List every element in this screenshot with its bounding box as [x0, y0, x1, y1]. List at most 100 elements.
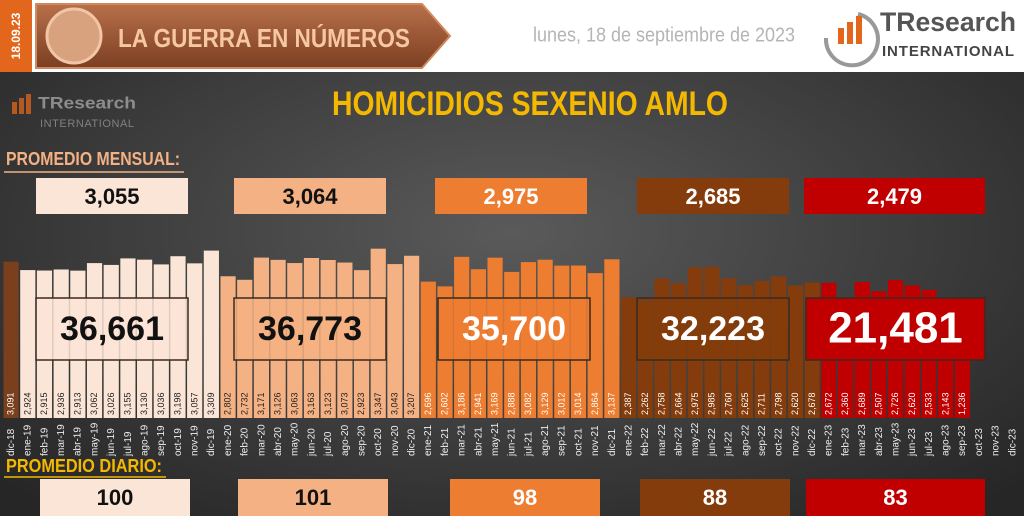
x-tick-label: ene-22 [623, 424, 634, 456]
x-tick-label: oct-23 [974, 428, 985, 456]
value-label: 3,309 [206, 392, 216, 415]
x-tick-label: mar-19 [56, 424, 67, 456]
monthly-average: 2,479 [867, 184, 922, 209]
monthly-average: 2,685 [685, 184, 740, 209]
x-tick-label: sep-20 [356, 425, 367, 456]
value-label: 3,082 [523, 392, 533, 415]
value-label: 2,602 [440, 392, 450, 415]
value-label: 3,026 [106, 392, 116, 415]
logo-bar [12, 102, 17, 114]
x-tick-label: ago-19 [139, 424, 150, 456]
monthly-average: 2,975 [483, 184, 538, 209]
total: 35,700 [462, 310, 566, 348]
daily-average: 88 [703, 485, 727, 510]
monthly-average: 3,055 [84, 184, 139, 209]
x-tick-label: jun-20 [306, 428, 317, 457]
value-label: 2,689 [857, 392, 867, 415]
value-label: 3,014 [573, 392, 583, 415]
daily-box [640, 479, 790, 516]
monthly-box [804, 178, 985, 214]
value-label: 2,985 [707, 392, 717, 415]
logo-bar [847, 22, 853, 44]
value-label: 3,137 [607, 392, 617, 415]
value-label: 2,760 [723, 392, 733, 415]
value-label: 2,758 [657, 392, 667, 415]
x-tick-label: sep-21 [557, 425, 568, 456]
value-label: 2,620 [907, 392, 917, 415]
x-tick-label: abr-19 [73, 427, 84, 456]
value-label: 3,062 [89, 392, 99, 415]
value-label: 3,155 [123, 392, 133, 415]
monthly-title: PROMEDIO MENSUAL: [6, 149, 180, 169]
bar [220, 276, 236, 418]
value-label: 1,236 [957, 392, 967, 415]
value-label: 2,360 [840, 392, 850, 415]
daily-box [40, 479, 190, 516]
daily-average: 98 [513, 485, 537, 510]
logo-arc [823, 12, 880, 68]
bar [203, 250, 219, 418]
value-label: 2,888 [506, 392, 516, 415]
x-tick-label: feb-19 [39, 427, 50, 456]
value-label: 2,387 [623, 392, 633, 415]
x-tick-label: abr-21 [473, 427, 484, 456]
x-tick-label: mar-20 [256, 424, 267, 456]
x-tick-label: ago-20 [340, 424, 351, 456]
x-tick-label: may-22 [690, 422, 701, 456]
x-tick-label: may-23 [890, 422, 901, 456]
x-tick-label: mar-23 [857, 424, 868, 456]
value-label: 3,169 [490, 392, 500, 415]
x-tick-label: nov-19 [190, 425, 201, 456]
value-label: 3,123 [323, 392, 333, 415]
value-label: 3,012 [556, 392, 566, 415]
x-tick-label: dic-23 [1007, 428, 1018, 456]
x-tick-label: jul-20 [323, 431, 334, 457]
x-tick-label: feb-22 [640, 427, 651, 456]
value-label: 2,726 [890, 392, 900, 415]
x-tick-label: dic-21 [607, 428, 618, 456]
logo-bar [838, 28, 844, 44]
x-tick-label: jul-22 [724, 431, 735, 457]
value-label: 2,507 [874, 392, 884, 415]
x-tick-label: nov-21 [590, 425, 601, 456]
total-box [233, 297, 387, 361]
value-label: 2,975 [690, 392, 700, 415]
x-tick-label: ene-19 [23, 424, 34, 456]
x-tick-label: ago-21 [540, 424, 551, 456]
total: 36,661 [60, 310, 164, 348]
x-tick-label: jul-19 [123, 431, 134, 457]
value-label: 3,036 [156, 392, 166, 415]
value-label: 3,198 [173, 392, 183, 415]
x-tick-label: ene-21 [423, 424, 434, 456]
x-tick-label: jun-22 [707, 428, 718, 457]
date-strip [0, 0, 32, 72]
bar [387, 264, 403, 418]
logo-bar [856, 16, 862, 44]
value-label: 2,864 [590, 392, 600, 415]
x-tick-label: jul-23 [924, 431, 935, 457]
x-tick-label: jul-21 [523, 431, 534, 457]
map-icon [45, 7, 103, 65]
monthly-box [637, 178, 789, 214]
chart-title: HOMICIDIOS SEXENIO AMLO [332, 85, 728, 123]
value-label: 2,936 [56, 392, 66, 415]
daily-title: PROMEDIO DIARIO: [6, 456, 162, 476]
logo-sub: INTERNATIONAL [882, 43, 1014, 60]
bar [954, 355, 970, 418]
value-label: 3,130 [139, 392, 149, 415]
monthly-box [234, 178, 386, 214]
bar [404, 255, 420, 418]
x-tick-label: oct-21 [573, 428, 584, 456]
value-label: 3,347 [373, 392, 383, 415]
x-tick-label: nov-20 [390, 425, 401, 456]
value-label: 3,207 [406, 392, 416, 415]
daily-average: 83 [883, 485, 907, 510]
logo: TResearch INTERNATIONAL [823, 7, 1016, 68]
value-label: 2,915 [39, 392, 49, 415]
logo-bar [26, 94, 31, 114]
logo-name: TResearch [880, 7, 1016, 37]
x-tick-label: jun-23 [907, 428, 918, 457]
value-label: 3,073 [339, 392, 349, 415]
value-label: 2,732 [239, 392, 249, 415]
